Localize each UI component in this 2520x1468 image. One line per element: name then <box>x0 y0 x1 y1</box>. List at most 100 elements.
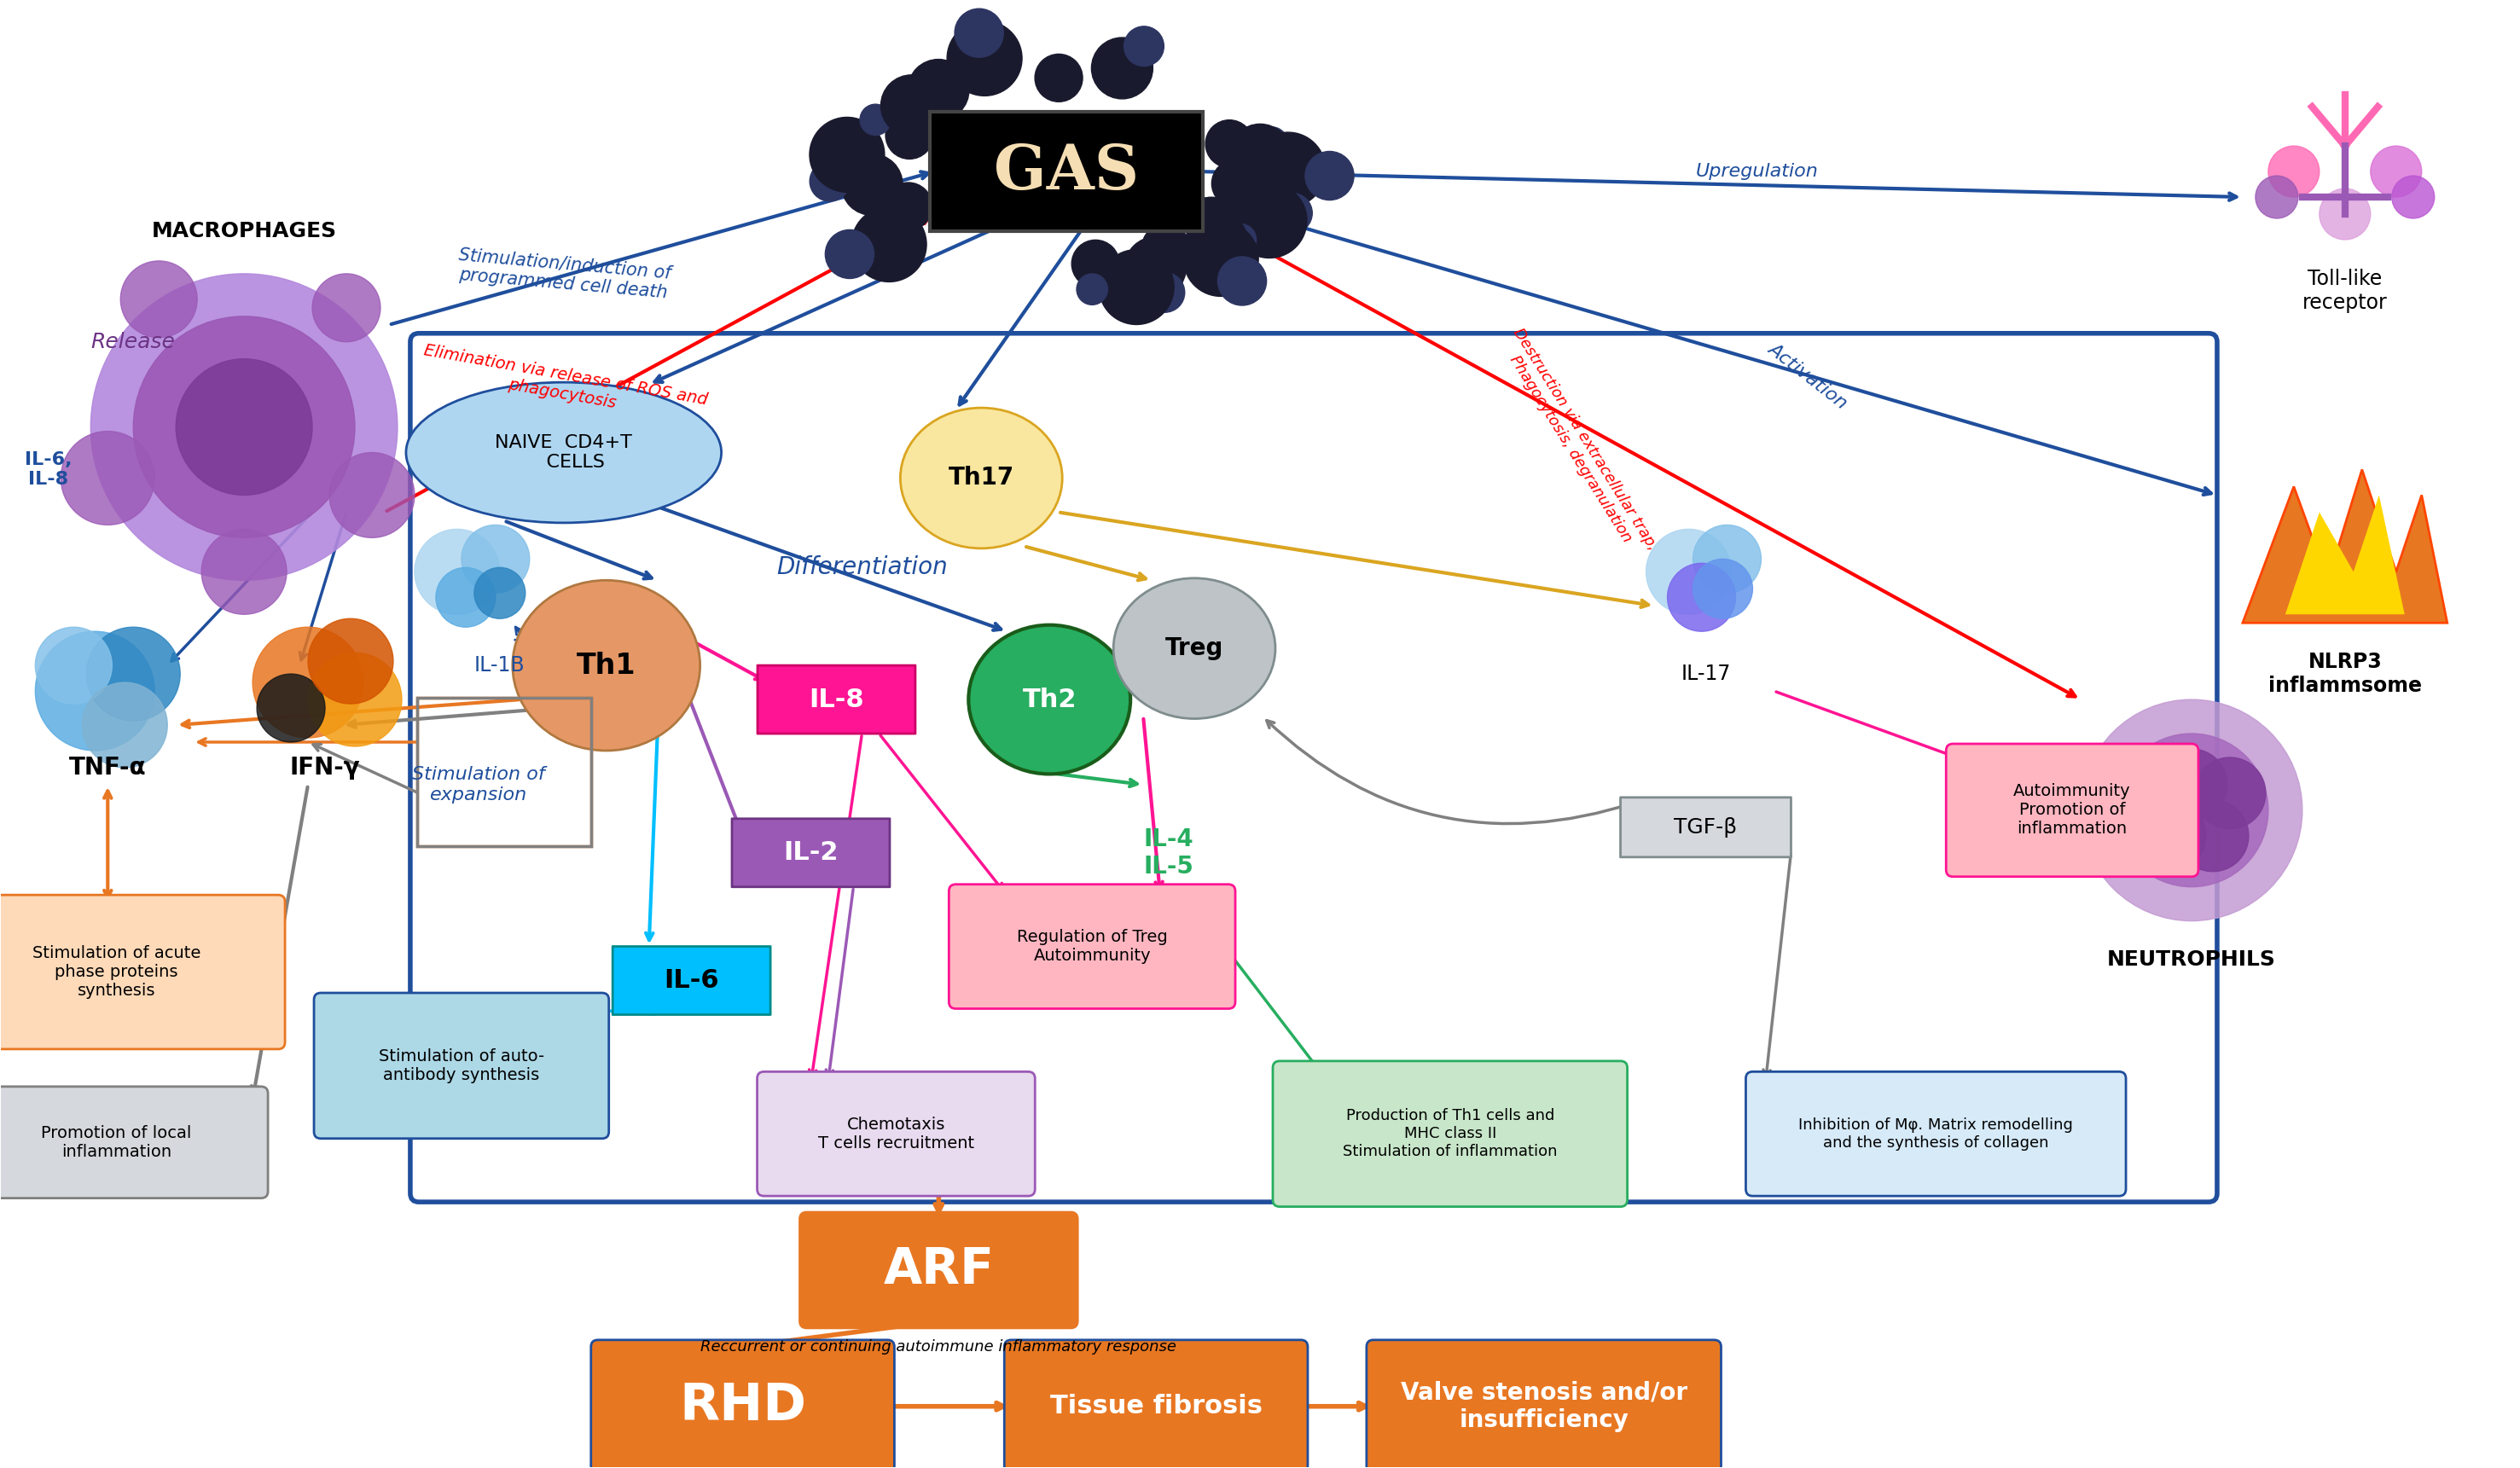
Ellipse shape <box>406 382 721 523</box>
Circle shape <box>1225 225 1255 255</box>
Circle shape <box>307 618 393 703</box>
Circle shape <box>312 273 381 342</box>
Circle shape <box>948 21 1023 95</box>
Text: Stimulation of acute
phase proteins
synthesis: Stimulation of acute phase proteins synt… <box>33 945 202 998</box>
Circle shape <box>885 182 932 230</box>
Text: Release: Release <box>91 332 176 352</box>
FancyBboxPatch shape <box>1746 1072 2127 1196</box>
Circle shape <box>1124 236 1187 298</box>
Circle shape <box>330 452 413 537</box>
Circle shape <box>474 568 524 618</box>
Circle shape <box>202 528 287 614</box>
FancyBboxPatch shape <box>1005 1340 1308 1468</box>
Circle shape <box>885 112 932 159</box>
Circle shape <box>2134 800 2205 872</box>
Text: IFN-γ: IFN-γ <box>290 756 360 780</box>
Circle shape <box>35 631 154 750</box>
Circle shape <box>2177 800 2248 872</box>
Circle shape <box>2114 734 2268 887</box>
Circle shape <box>307 653 401 746</box>
Circle shape <box>1071 239 1119 288</box>
Circle shape <box>1205 120 1252 167</box>
Text: Inhibition of Mφ. Matrix remodelling
and the synthesis of collagen: Inhibition of Mφ. Matrix remodelling and… <box>1799 1117 2074 1151</box>
Circle shape <box>2391 176 2434 219</box>
FancyBboxPatch shape <box>731 819 890 887</box>
Circle shape <box>955 9 1003 57</box>
Circle shape <box>1144 273 1184 313</box>
FancyBboxPatch shape <box>759 665 915 734</box>
FancyBboxPatch shape <box>0 895 285 1050</box>
Circle shape <box>60 432 154 526</box>
Circle shape <box>1142 223 1189 272</box>
Circle shape <box>436 568 496 627</box>
Circle shape <box>1250 132 1326 207</box>
Circle shape <box>859 104 892 135</box>
Circle shape <box>1099 250 1174 324</box>
Circle shape <box>2082 700 2303 920</box>
Text: IL-6: IL-6 <box>663 969 718 992</box>
Circle shape <box>907 59 970 120</box>
Text: Stimulation/induction of
programmed cell death: Stimulation/induction of programmed cell… <box>456 247 670 301</box>
FancyBboxPatch shape <box>1945 744 2197 876</box>
Text: TNF-α: TNF-α <box>68 756 146 780</box>
Text: Stimulation of auto-
antibody synthesis: Stimulation of auto- antibody synthesis <box>378 1048 544 1083</box>
Circle shape <box>1124 26 1164 66</box>
Text: MACROPHAGES: MACROPHAGES <box>151 220 338 241</box>
Text: Stimulation of
expansion: Stimulation of expansion <box>413 766 544 803</box>
Text: Promotion of local
inflammation: Promotion of local inflammation <box>40 1124 192 1160</box>
FancyBboxPatch shape <box>930 112 1202 230</box>
Circle shape <box>461 526 529 593</box>
Circle shape <box>1230 123 1290 185</box>
Circle shape <box>252 627 363 738</box>
Ellipse shape <box>900 408 1063 549</box>
Circle shape <box>1187 210 1247 272</box>
Text: Reccurrent or continuing autoimmune inflammatory response: Reccurrent or continuing autoimmune infl… <box>701 1339 1177 1355</box>
Text: IL-17: IL-17 <box>1681 664 1731 684</box>
Text: Th1: Th1 <box>577 652 635 680</box>
Polygon shape <box>2243 470 2447 622</box>
Circle shape <box>1225 170 1285 230</box>
FancyBboxPatch shape <box>1273 1061 1628 1207</box>
Text: IL-8: IL-8 <box>809 687 864 712</box>
Circle shape <box>852 207 927 282</box>
Circle shape <box>1668 564 1736 631</box>
Text: GAS: GAS <box>993 141 1139 201</box>
Text: Production of Th1 cells and
MHC class II
Stimulation of inflammation: Production of Th1 cells and MHC class II… <box>1343 1108 1557 1160</box>
FancyBboxPatch shape <box>799 1213 1079 1329</box>
Circle shape <box>257 674 325 743</box>
Circle shape <box>2117 757 2190 829</box>
Circle shape <box>1217 257 1268 305</box>
Ellipse shape <box>512 580 701 750</box>
Circle shape <box>1076 275 1109 305</box>
Circle shape <box>413 528 499 614</box>
Text: Chemotaxis
T cells recruitment: Chemotaxis T cells recruitment <box>819 1116 975 1151</box>
Circle shape <box>2371 145 2422 197</box>
Polygon shape <box>2286 495 2404 614</box>
Circle shape <box>1693 526 1761 593</box>
Text: IL-4
IL-5: IL-4 IL-5 <box>1144 826 1194 878</box>
Circle shape <box>35 627 111 703</box>
Circle shape <box>2255 176 2298 219</box>
Circle shape <box>1257 128 1288 159</box>
Text: Tissue fibrosis: Tissue fibrosis <box>1051 1395 1263 1418</box>
Circle shape <box>1091 38 1152 98</box>
Text: IL-2: IL-2 <box>784 841 839 865</box>
FancyBboxPatch shape <box>0 1086 267 1198</box>
Circle shape <box>91 273 398 580</box>
Text: Autoimmunity
Promotion of
inflammation: Autoimmunity Promotion of inflammation <box>2013 784 2132 837</box>
Circle shape <box>86 627 179 721</box>
Text: IL-1B: IL-1B <box>474 655 524 675</box>
Text: Differentiation: Differentiation <box>776 555 948 580</box>
Text: Th17: Th17 <box>948 467 1013 490</box>
Text: Elimination via release of ROS and
phagocytosis: Elimination via release of ROS and phago… <box>418 342 708 427</box>
Text: Treg: Treg <box>1164 637 1225 661</box>
Text: Regulation of Treg
Autoimmunity: Regulation of Treg Autoimmunity <box>1016 929 1167 964</box>
Circle shape <box>1036 54 1084 101</box>
Circle shape <box>809 117 885 192</box>
FancyBboxPatch shape <box>1620 797 1792 857</box>
FancyBboxPatch shape <box>756 1072 1036 1196</box>
Circle shape <box>121 261 197 338</box>
Circle shape <box>83 683 166 768</box>
Circle shape <box>176 358 312 495</box>
FancyBboxPatch shape <box>1366 1340 1721 1468</box>
